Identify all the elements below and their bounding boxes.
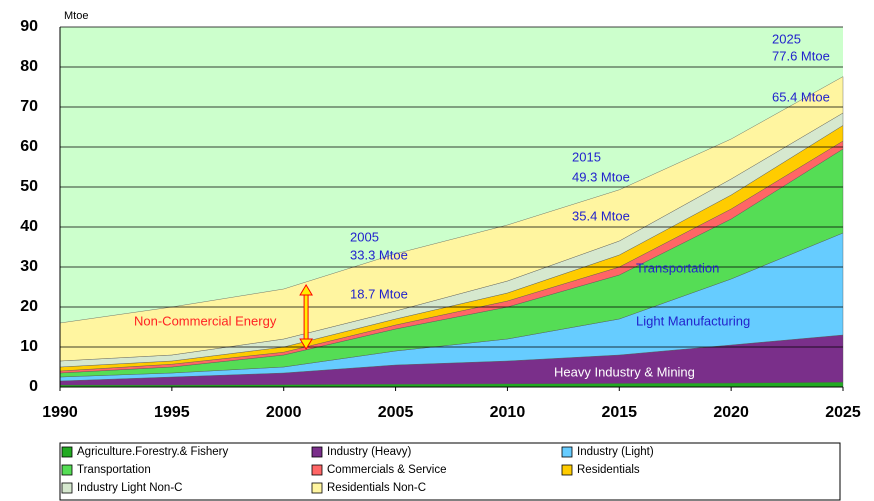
annotation: 77.6 Mtoe	[772, 48, 830, 63]
legend-swatch	[561, 464, 573, 476]
legend-label: Industry Light Non-C	[77, 482, 182, 494]
x-tick-label: 2025	[825, 404, 861, 421]
arrow-head	[299, 338, 313, 350]
annotation: Light Manufacturing	[636, 313, 750, 328]
x-tick-label: 1995	[154, 404, 190, 421]
annotation: 65.4 Mtoe	[772, 89, 830, 104]
y-tick-label: 0	[29, 378, 38, 395]
legend-swatch	[311, 446, 323, 458]
legend-swatch	[311, 482, 323, 494]
y-tick-label: 30	[20, 258, 38, 275]
x-tick-label: 2020	[713, 404, 749, 421]
x-tick-label: 1990	[42, 404, 78, 421]
legend-label: Commercials & Service	[327, 464, 447, 476]
y-tick-label: 80	[20, 58, 38, 75]
legend-swatch	[311, 464, 323, 476]
x-tick-label: 2010	[490, 404, 526, 421]
annotation: Non-Commercial Energy	[134, 313, 277, 328]
y-axis-label: Mtoe	[64, 10, 88, 22]
legend-swatch	[61, 482, 73, 494]
legend-label: Residentials	[577, 464, 640, 476]
legend-label: Residentials Non-C	[327, 482, 426, 494]
y-tick-label: 50	[20, 178, 38, 195]
legend-label: Industry (Heavy)	[327, 446, 412, 458]
y-tick-label: 60	[20, 138, 38, 155]
x-tick-label: 2015	[601, 404, 637, 421]
legend-swatch	[61, 464, 73, 476]
annotation: 35.4 Mtoe	[572, 208, 630, 223]
annotation: 49.3 Mtoe	[572, 169, 630, 184]
annotation: 33.3 Mtoe	[350, 247, 408, 262]
legend-label: Transportation	[77, 464, 151, 476]
x-tick-label: 2005	[378, 404, 414, 421]
y-tick-label: 40	[20, 218, 38, 235]
annotation: Heavy Industry & Mining	[554, 364, 695, 379]
legend-box	[59, 442, 841, 501]
legend-label: Industry (Light)	[577, 446, 654, 458]
annotation: 2015	[572, 149, 601, 164]
legend-swatch	[61, 446, 73, 458]
y-tick-label: 20	[20, 298, 38, 315]
annotation: Transportation	[636, 260, 719, 275]
x-tick-label: 2000	[266, 404, 302, 421]
annotation: 2025	[772, 31, 801, 46]
legend-label: Agriculture.Forestry.& Fishery	[77, 446, 228, 458]
annotation: 18.7 Mtoe	[350, 286, 408, 301]
y-tick-label: 70	[20, 98, 38, 115]
annotation: 2005	[350, 229, 379, 244]
arrow-head	[299, 284, 313, 296]
y-tick-label: 90	[20, 18, 38, 35]
y-tick-label: 10	[20, 338, 38, 355]
area	[59, 76, 844, 362]
legend-swatch	[561, 446, 573, 458]
